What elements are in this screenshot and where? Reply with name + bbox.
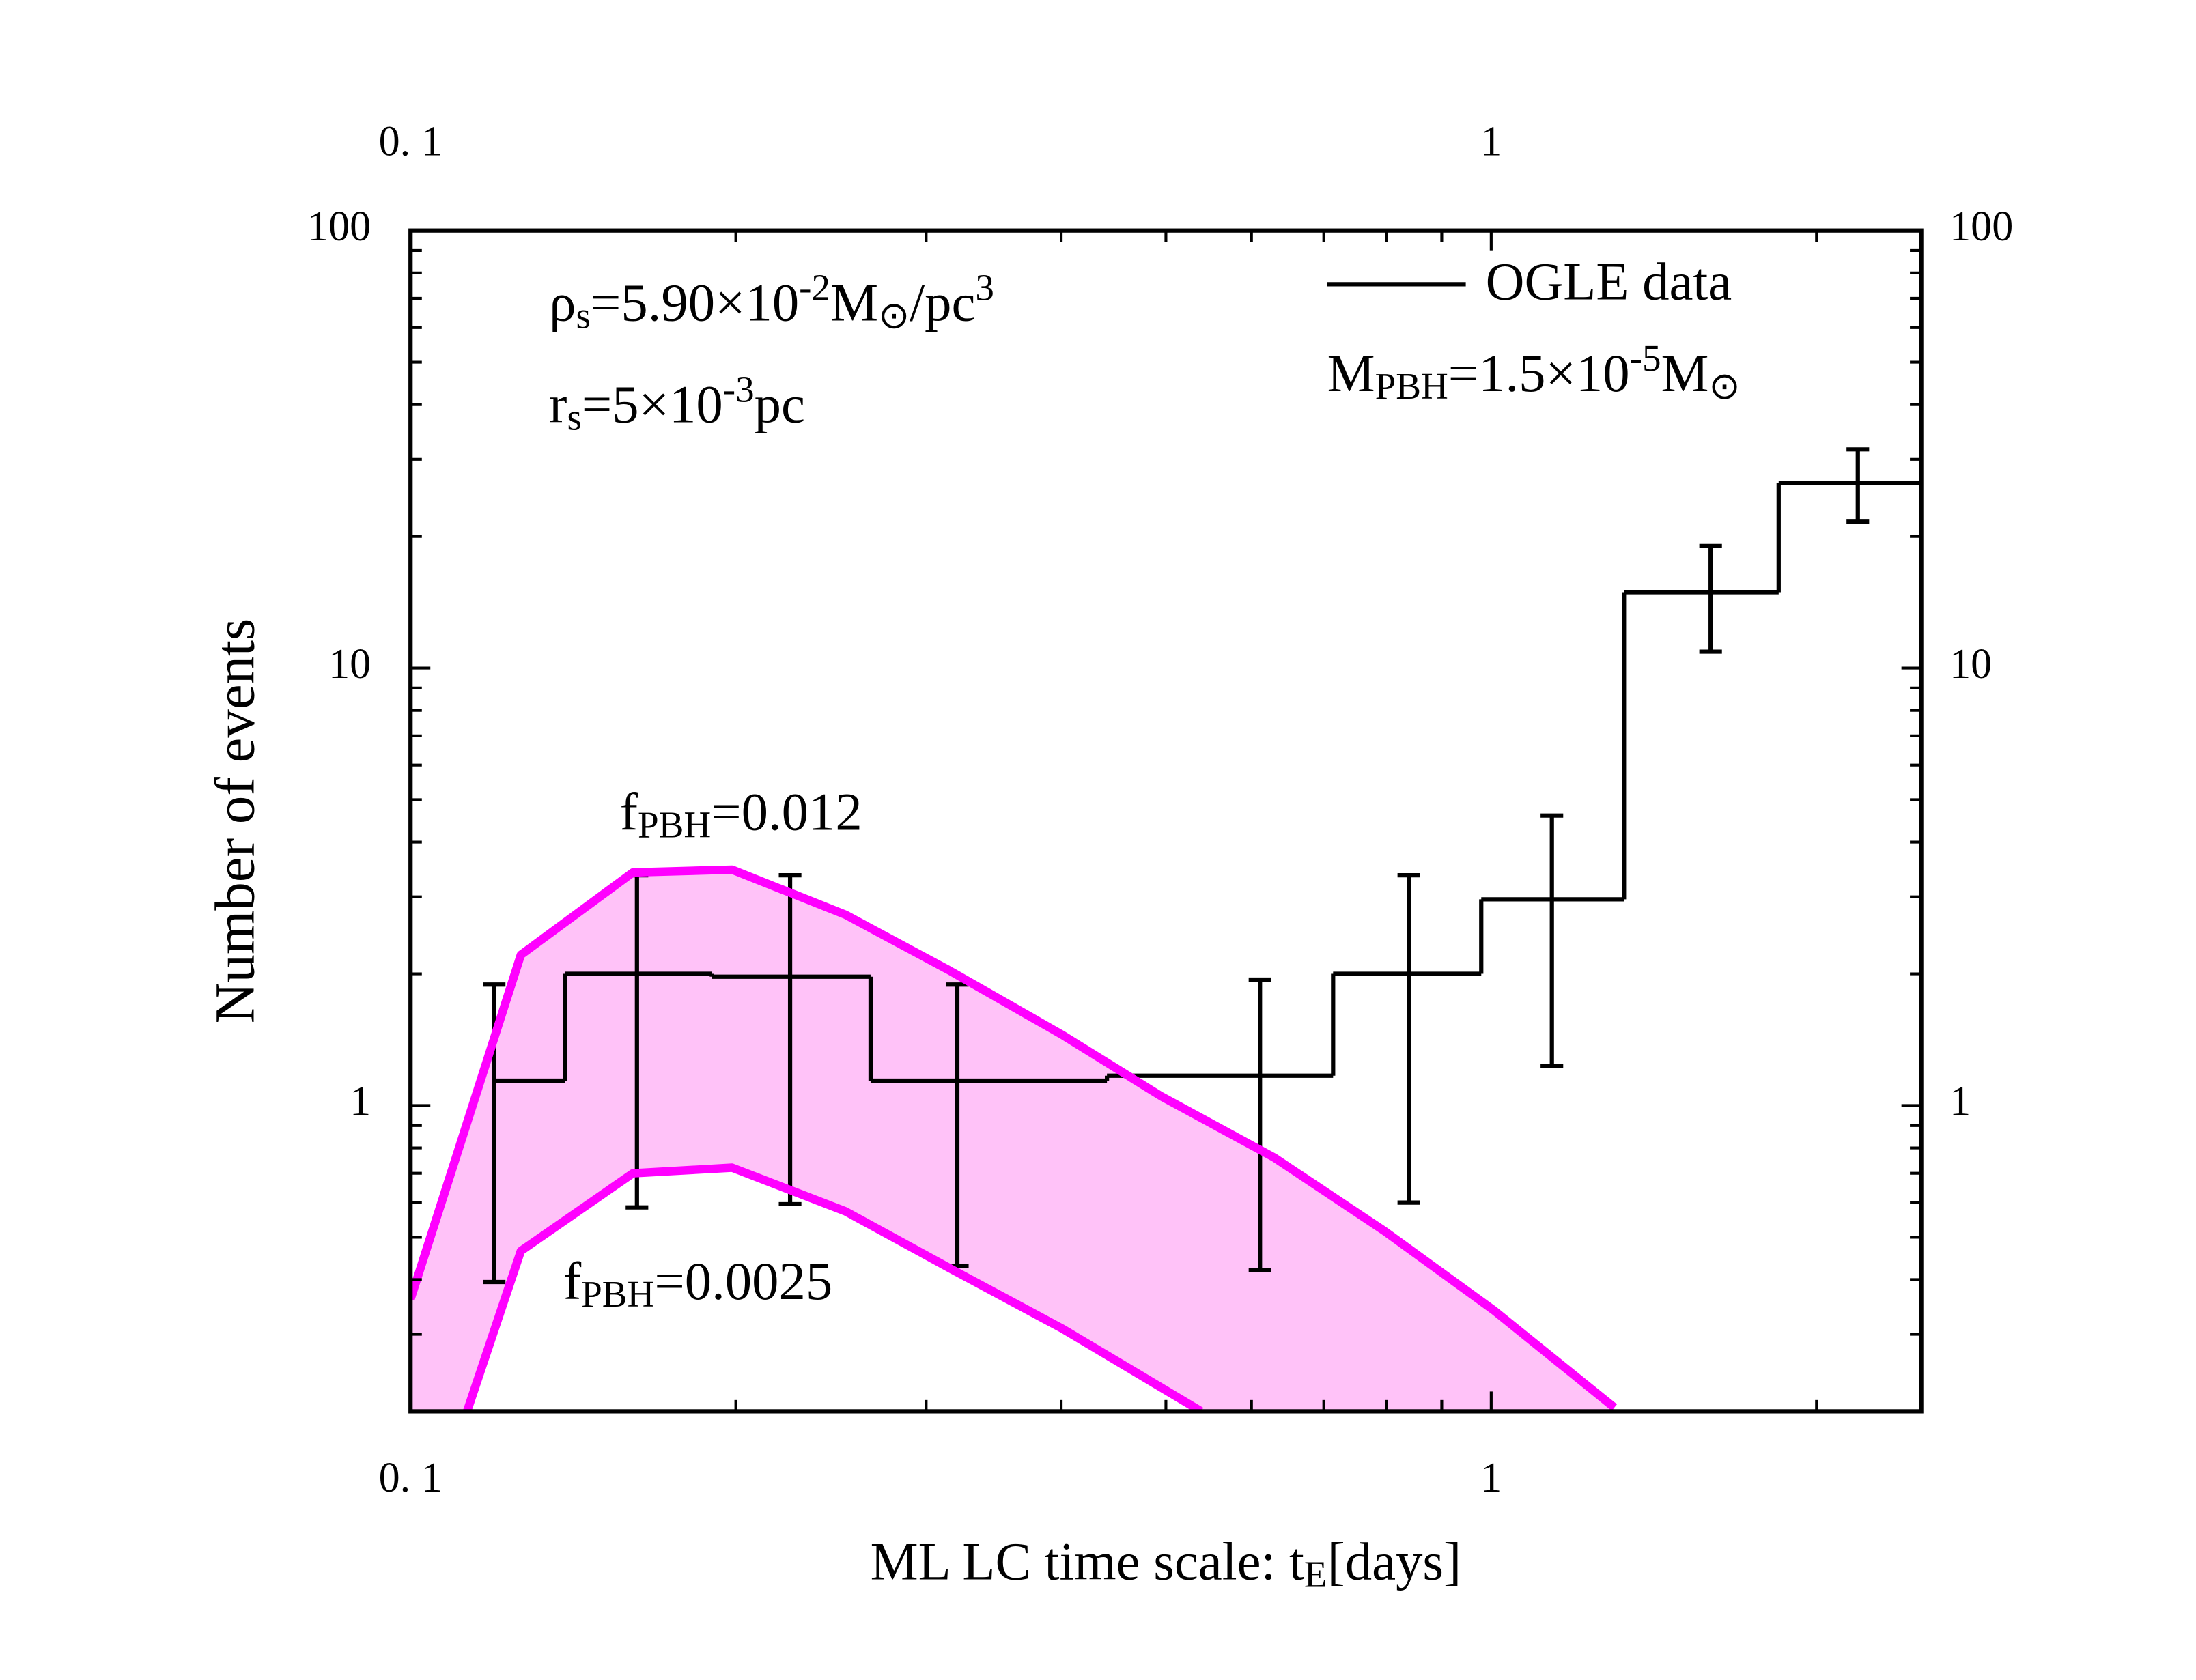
- y-tick-label-right: 10: [1949, 641, 1992, 687]
- label-part: =1.5×10: [1448, 344, 1630, 403]
- band: [410, 869, 1615, 1412]
- plot-area: [410, 447, 1922, 1412]
- label-part: s: [576, 295, 591, 337]
- label-part: s: [567, 397, 581, 438]
- label-part: r: [549, 375, 567, 435]
- legend-label: OGLE data: [1486, 253, 1732, 312]
- y-tick-label-right: 1: [1949, 1079, 1971, 1125]
- label-part: PBH: [638, 803, 711, 845]
- x-tick-label: 1: [1480, 1455, 1502, 1501]
- label-part: /pc: [910, 274, 975, 333]
- rich-label: fPBH=0.0025: [563, 1252, 832, 1315]
- error-bar: [1540, 813, 1564, 1068]
- y-tick-label-right: 100: [1949, 203, 2013, 250]
- label-part: M: [1327, 344, 1375, 403]
- label-part: =0.0025: [654, 1252, 832, 1311]
- rich-label: MPBH=1.5×10-5M⊙: [1327, 337, 1741, 407]
- y-axis-label: Number of events: [203, 618, 266, 1024]
- error-bar: [1248, 977, 1271, 1273]
- y-tick-label: 100: [307, 203, 371, 250]
- label-part: ⊙: [878, 295, 910, 337]
- label-part: ⊙: [1709, 365, 1741, 407]
- rich-label: ρs=5.90×10-2M⊙/pc3: [549, 266, 994, 336]
- label-part: -3: [723, 369, 755, 410]
- error-bar: [1397, 873, 1420, 1205]
- label-part: =0.012: [711, 782, 862, 842]
- label-part: f: [563, 1252, 582, 1311]
- label-part: -5: [1630, 337, 1661, 379]
- label-part: f: [620, 782, 638, 842]
- label-part: ρ: [549, 274, 576, 333]
- label-part: pc: [755, 375, 805, 435]
- label-part: 3: [975, 266, 994, 308]
- label-part: ML LC time scale: t: [871, 1532, 1304, 1591]
- label-part: -2: [799, 266, 830, 308]
- model-curve: [463, 1163, 1204, 1412]
- error-bar: [1846, 447, 1870, 524]
- y-tick-label: 1: [350, 1079, 371, 1125]
- rich-label: fPBH=0.012: [620, 782, 862, 845]
- label-part: =5×10: [582, 375, 723, 435]
- x-tick-label-top: 0. 1: [379, 119, 442, 165]
- x-tick-label: 0. 1: [379, 1455, 442, 1501]
- rich-label: rs=5×10-3pc: [549, 369, 805, 438]
- label-part: E: [1304, 1553, 1327, 1595]
- label-part: [days]: [1327, 1532, 1462, 1591]
- rich-label: ML LC time scale: tE[days]: [871, 1532, 1462, 1595]
- error-bar: [1699, 543, 1722, 654]
- y-tick-label: 10: [328, 641, 371, 687]
- label-part: PBH: [1375, 365, 1448, 407]
- error-bar: [778, 873, 802, 1207]
- label-part: =5.90×10: [591, 274, 799, 333]
- model-curve: [410, 865, 1618, 1411]
- label-part: PBH: [581, 1273, 654, 1315]
- label-part: M: [1661, 344, 1709, 403]
- label-part: M: [830, 274, 878, 333]
- x-tick-label-top: 1: [1480, 119, 1502, 165]
